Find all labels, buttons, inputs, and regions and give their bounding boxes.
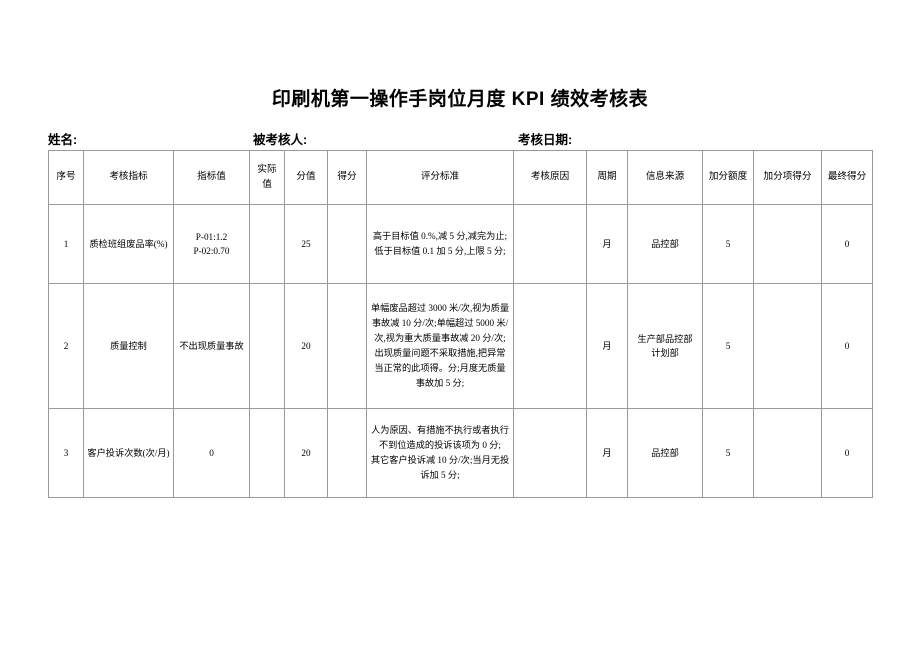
cell-source-line1: 品控部 (651, 238, 679, 249)
column-header-cycle: 周期 (586, 150, 628, 205)
cell-score: 25 (284, 204, 328, 284)
column-header-got: 得分 (327, 150, 367, 205)
cell-target-line2: P-02:0.70 (193, 246, 230, 256)
cell-target-line1: 0 (209, 447, 214, 458)
cell-cycle: 月 (586, 408, 628, 498)
table-row: 2 质量控制 不出现质量事故 20 单幅废品超过 3000 米/次,视为质量事故… (48, 283, 873, 409)
cell-cycle: 月 (586, 204, 628, 284)
cell-final-score: 0 (821, 408, 873, 498)
cell-score: 20 (284, 408, 328, 498)
cell-actual[interactable] (249, 204, 285, 284)
column-header-kpi: 考核指标 (83, 150, 174, 205)
table-row: 1 质检班组废品率(%) P-01:1.2 P-02:0.70 25 高于目标值… (48, 204, 873, 284)
cell-criteria: 高于目标值 0.%,减 5 分,减完为止; 低于目标值 0.1 加 5 分,上限 … (366, 204, 514, 284)
column-header-actual: 实际值 (249, 150, 285, 205)
cell-bonus-score[interactable] (753, 204, 822, 284)
document-meta-row: 姓名: 被考核人: 考核日期: (48, 129, 872, 147)
cell-kpi: 质量控制 (83, 283, 174, 409)
column-header-seq: 序号 (48, 150, 84, 205)
cell-got[interactable] (327, 204, 367, 284)
cell-target-line1: P-01:1.2 (195, 231, 228, 242)
cell-reason[interactable] (513, 204, 587, 284)
cell-bonus-quota: 5 (702, 408, 754, 498)
cell-cycle: 月 (586, 283, 628, 409)
column-header-criteria: 评分标准 (366, 150, 514, 205)
cell-got[interactable] (327, 408, 367, 498)
column-header-bonus-score: 加分项得分 (753, 150, 822, 205)
cell-source-line1: 品控部 (651, 447, 679, 458)
cell-kpi: 客户投诉次数(次/月) (83, 408, 174, 498)
kpi-assessment-table: 序号 考核指标 指标值 实际值 分值 得分 评分标准 考核原因 周期 信息来源 … (48, 150, 873, 498)
column-header-final-score: 最终得分 (821, 150, 873, 205)
cell-criteria: 单幅废品超过 3000 米/次,视为质量事故减 10 分/次;单幅超过 5000… (366, 283, 514, 409)
table-header-row: 序号 考核指标 指标值 实际值 分值 得分 评分标准 考核原因 周期 信息来源 … (48, 150, 873, 205)
cell-source-line2: 计划部 (651, 348, 679, 358)
cell-source: 生产部品控部 计划部 (627, 283, 703, 409)
cell-bonus-score[interactable] (753, 283, 822, 409)
cell-seq: 2 (48, 283, 84, 409)
table-row: 3 客户投诉次数(次/月) 0 20 人为原因、有措施不执行或者执行不到位造成的… (48, 408, 873, 498)
name-label: 姓名: (48, 133, 78, 147)
column-header-score: 分值 (284, 150, 328, 205)
cell-kpi: 质检班组废品率(%) (83, 204, 174, 284)
cell-actual[interactable] (249, 408, 285, 498)
cell-score: 20 (284, 283, 328, 409)
cell-source: 品控部 (627, 204, 703, 284)
cell-bonus-score[interactable] (753, 408, 822, 498)
cell-bonus-quota: 5 (702, 283, 754, 409)
column-header-bonus-quota: 加分额度 (702, 150, 754, 205)
cell-target-line1: 不出现质量事故 (179, 340, 244, 351)
assessed-person-label: 被考核人: (253, 133, 308, 147)
cell-seq: 1 (48, 204, 84, 284)
cell-target: 不出现质量事故 (173, 283, 250, 409)
cell-criteria: 人为原因、有措施不执行或者执行不到位造成的投诉该项为 0 分; 其它客户投诉减 1… (366, 408, 514, 498)
cell-got[interactable] (327, 283, 367, 409)
cell-source-line1: 生产部品控部 (637, 333, 693, 344)
column-header-target: 指标值 (173, 150, 250, 205)
cell-bonus-quota: 5 (702, 204, 754, 284)
cell-final-score: 0 (821, 204, 873, 284)
cell-source: 品控部 (627, 408, 703, 498)
cell-reason[interactable] (513, 283, 587, 409)
assessment-date-label: 考核日期: (518, 133, 573, 147)
cell-final-score: 0 (821, 283, 873, 409)
cell-target: 0 (173, 408, 250, 498)
page-title: 印刷机第一操作手岗位月度 KPI 绩效考核表 (271, 89, 649, 110)
column-header-reason: 考核原因 (513, 150, 587, 205)
cell-target: P-01:1.2 P-02:0.70 (173, 204, 250, 284)
cell-seq: 3 (48, 408, 84, 498)
cell-reason[interactable] (513, 408, 587, 498)
column-header-source: 信息来源 (627, 150, 703, 205)
cell-actual[interactable] (249, 283, 285, 409)
